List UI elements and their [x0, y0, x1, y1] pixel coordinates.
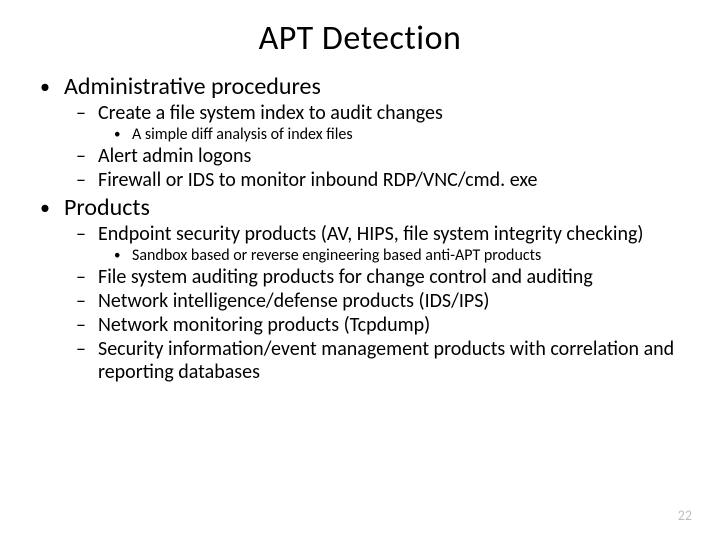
slide-title: APT Detection [40, 18, 680, 59]
list-item: Alert admin logons [76, 145, 680, 168]
list-item: Create a file system index to audit chan… [76, 102, 680, 144]
bullet-text: Security information/event management pr… [98, 338, 680, 384]
list-item: Endpoint security products (AV, HIPS, fi… [76, 223, 680, 265]
page-number: 22 [678, 507, 692, 524]
bullet-text: File system auditing products for change… [98, 266, 593, 289]
list-item: Network intelligence/defense products (I… [76, 290, 680, 313]
bullet-text: Alert admin logons [98, 145, 251, 168]
list-item: Network monitoring products (Tcpdump) [76, 314, 680, 337]
list-item: A simple diff analysis of index files [114, 125, 680, 144]
bullet-list: Administrative procedures Create a file … [40, 73, 680, 384]
list-item: Administrative procedures Create a file … [40, 73, 680, 192]
bullet-text: Sandbox based or reverse engineering bas… [132, 246, 541, 265]
list-item: Security information/event management pr… [76, 338, 680, 384]
bullet-text: Network intelligence/defense products (I… [98, 290, 489, 313]
bullet-text: A simple diff analysis of index files [132, 125, 353, 144]
list-item: Products Endpoint security products (AV,… [40, 194, 680, 384]
bullet-text: Endpoint security products (AV, HIPS, fi… [98, 223, 643, 246]
bullet-text: Firewall or IDS to monitor inbound RDP/V… [98, 169, 537, 192]
bullet-text: Create a file system index to audit chan… [98, 102, 443, 125]
bullet-text: Network monitoring products (Tcpdump) [98, 314, 430, 337]
bullet-text: Products [64, 193, 150, 222]
list-item: Firewall or IDS to monitor inbound RDP/V… [76, 169, 680, 192]
bullet-text: Administrative procedures [64, 72, 321, 101]
list-item: Sandbox based or reverse engineering bas… [114, 246, 680, 265]
list-item: File system auditing products for change… [76, 266, 680, 289]
